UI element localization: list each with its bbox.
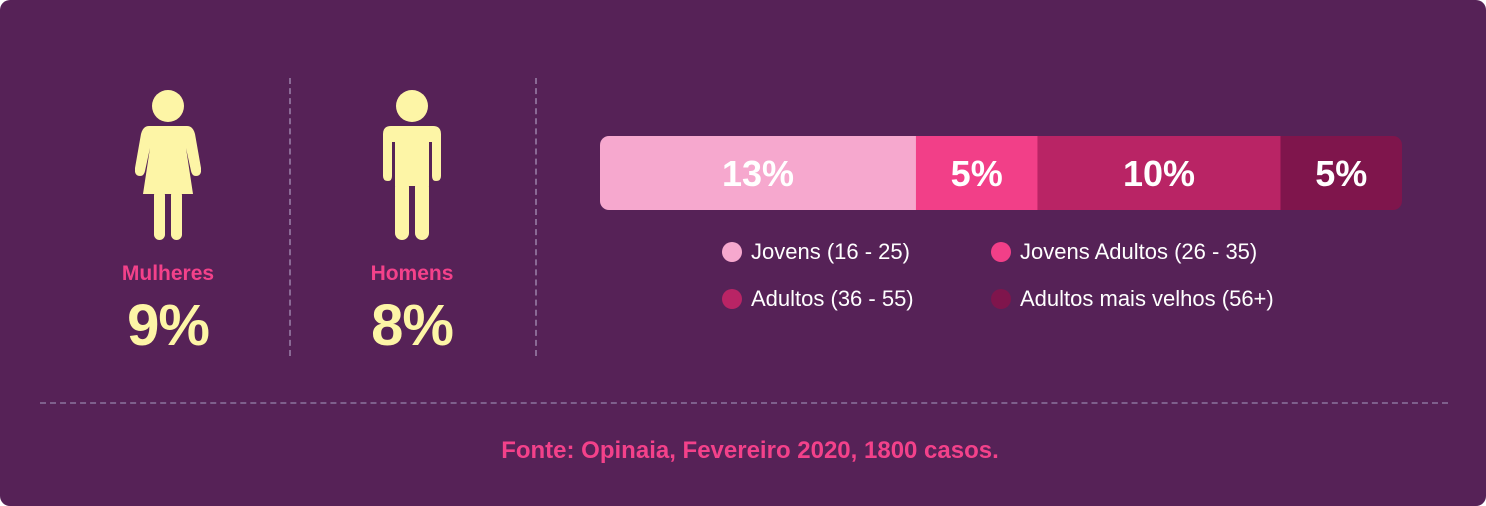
bar-label-3: 10% — [1123, 153, 1195, 194]
legend-item-3: Adultos (36 - 55) — [722, 286, 914, 312]
women-label: Mulheres — [121, 262, 215, 285]
legend-item-4: Adultos mais velhos (56+) — [991, 286, 1274, 312]
legend-label: Adultos (36 - 55) — [751, 286, 914, 311]
legend-item-1: Jovens (16 - 25) — [722, 239, 910, 265]
bar-label-1: 13% — [722, 153, 794, 194]
age-stacked-bar: 13% 5% 10% 5% — [600, 136, 1402, 210]
man-icon — [383, 90, 441, 240]
legend-swatch — [991, 289, 1011, 309]
bar-segment-2 — [915, 136, 1038, 210]
women-value: 9% — [127, 293, 210, 358]
bar-label-2: 5% — [951, 153, 1003, 194]
men-label: Homens — [370, 262, 454, 285]
men-stat: Homens 8% — [312, 86, 512, 358]
legend-label: Jovens Adultos (26 - 35) — [1020, 239, 1258, 264]
divider-vertical — [289, 78, 291, 356]
men-value: 8% — [371, 293, 454, 358]
legend-swatch — [722, 242, 742, 262]
bar-segment-1 — [600, 136, 917, 210]
bar-segment-3 — [1037, 136, 1281, 210]
woman-icon — [135, 90, 201, 240]
legend-label: Adultos mais velhos (56+) — [1020, 286, 1274, 311]
divider-vertical — [535, 78, 537, 356]
bar-segment-4 — [1280, 136, 1402, 210]
legend-swatch — [722, 289, 742, 309]
legend-label: Jovens (16 - 25) — [751, 239, 910, 264]
women-stat: Mulheres 9% — [68, 86, 268, 358]
divider-horizontal — [40, 402, 1448, 404]
bar-label-4: 5% — [1315, 153, 1367, 194]
source-note: Fonte: Opinaia, Fevereiro 2020, 1800 cas… — [501, 437, 999, 464]
legend-swatch — [991, 242, 1011, 262]
legend-item-2: Jovens Adultos (26 - 35) — [991, 239, 1257, 265]
